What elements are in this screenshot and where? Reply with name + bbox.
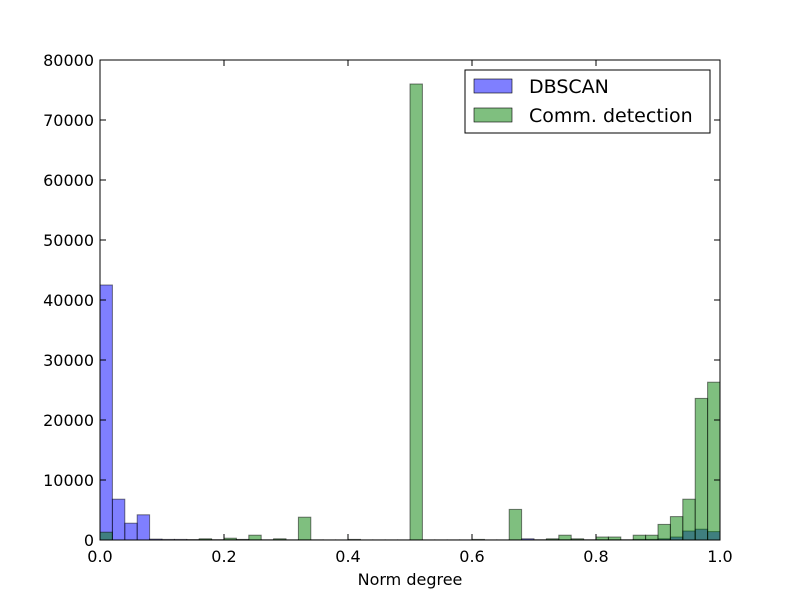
legend-label-dbscan: DBSCAN: [529, 76, 609, 98]
y-tick-label: 20000: [43, 411, 94, 430]
bar-comm-detection-48: [694, 397, 709, 541]
bar-comm-detection-47: [682, 498, 696, 541]
legend: DBSCAN Comm. detection: [464, 69, 711, 134]
x-axis-label: Norm degree: [358, 570, 463, 589]
x-tick-label: 1.0: [707, 547, 732, 566]
x-tick-label: 0.4: [335, 547, 360, 566]
legend-label-comm-detection: Comm. detection: [529, 105, 693, 127]
y-tick-label: 50000: [43, 231, 94, 250]
x-tick-label: 0.2: [211, 547, 236, 566]
x-tick-label: 0.6: [459, 547, 484, 566]
bar-comm-detection-25: [409, 83, 423, 541]
bar-dbscan-2: [124, 522, 138, 541]
bar-dbscan-0: [99, 284, 113, 541]
y-tick-label: 60000: [43, 171, 94, 190]
bar-comm-detection-44: [645, 534, 659, 541]
bar-comm-detection-43: [632, 534, 647, 541]
x-axis: 0.0 0.2 0.4 0.6 0.8 1.0: [87, 60, 733, 566]
bar-comm-detection-33: [508, 508, 523, 541]
x-tick-label: 0.0: [87, 547, 112, 566]
comm-detection-bars: [99, 83, 721, 541]
bar-dbscan-1: [111, 498, 126, 541]
y-tick-label: 10000: [43, 471, 94, 490]
legend-swatch-comm-detection: [473, 107, 513, 123]
bar-comm-detection-12: [248, 534, 262, 541]
bar-comm-detection-37: [558, 534, 572, 541]
x-tick-label: 0.8: [583, 547, 608, 566]
legend-swatch-dbscan: [473, 78, 513, 94]
y-tick-label: 80000: [43, 51, 94, 70]
y-axis: 0 10000 20000 30000 40000 50000 60000 70000 8000…: [43, 51, 720, 550]
bar-dbscan-3: [136, 514, 151, 541]
bar-comm-detection-49: [707, 381, 721, 541]
bar-comm-detection-45: [657, 523, 671, 541]
bar-comm-detection-46: [669, 516, 684, 541]
y-tick-label: 30000: [43, 351, 94, 370]
y-tick-label: 0: [84, 531, 94, 550]
y-tick-label: 40000: [43, 291, 94, 310]
y-tick-label: 70000: [43, 111, 94, 130]
bar-comm-detection-16: [297, 516, 312, 541]
bar-comm-detection-0: [99, 531, 113, 541]
